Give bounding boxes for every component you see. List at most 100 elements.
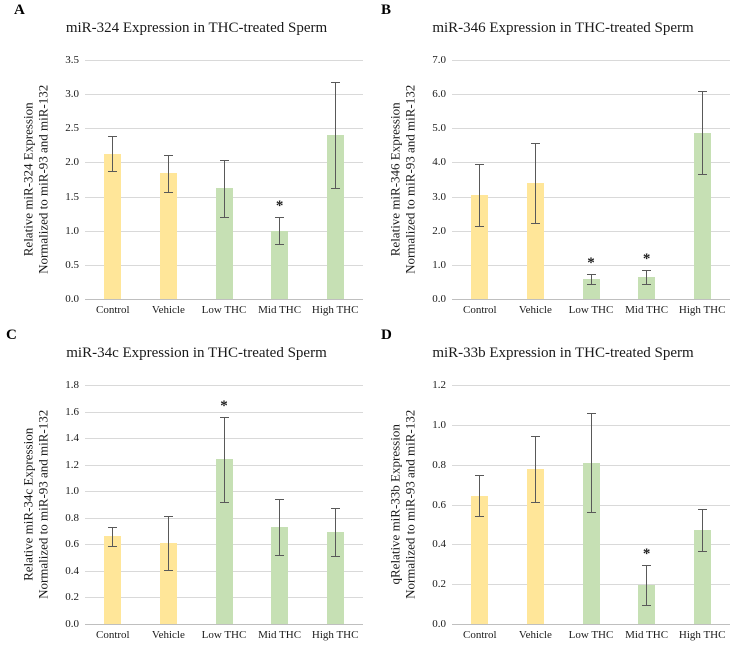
significance-asterisk: * [220, 397, 228, 414]
gridline [452, 60, 730, 61]
x-category-label: Mid THC [625, 629, 669, 641]
y-tick-label: 0.2 [65, 591, 79, 604]
bar [215, 459, 233, 624]
x-category-label: Control [462, 304, 497, 316]
plot-area-a: 0.0 0.5 1.0 1.5 2.0 2.5 3.0 3.5 Control Vehicle Lo… [65, 54, 363, 316]
y-tick-label: 1.2 [65, 458, 79, 471]
error-bar-cap-top [330, 81, 340, 83]
error-bar-cap-bottom [475, 516, 485, 518]
x-category-label: High THC [678, 629, 726, 641]
plot-area-b: 0.0 1.0 2.0 3.0 4.0 5.0 6.0 7.0 Control Vehicle * L… [432, 54, 730, 316]
error-bar-cap-bottom [586, 512, 596, 514]
error-bar-cap-top [163, 516, 173, 518]
y-tick-label: 6.0 [432, 88, 446, 101]
error-bar-cap-bottom [330, 188, 340, 190]
x-category-label: Low THC [201, 304, 247, 316]
x-category-label: Low THC [568, 304, 614, 316]
x-category-label: Mid THC [625, 304, 669, 316]
error-bar-cap-top [586, 274, 596, 276]
error-bar-line [646, 269, 648, 285]
significance-asterisk: * [587, 255, 595, 272]
y-axis-label-line2: Normalized to miR-93 and miR-132 [403, 84, 419, 275]
y-tick-label: 0.2 [432, 578, 446, 591]
plot-area-c: 0.0 0.2 0.4 0.6 0.8 1.0 1.2 1.4 1.6 1.8 Control Veh… [65, 379, 363, 641]
error-bar-line [701, 91, 703, 175]
gridline [85, 128, 363, 130]
error-bar-cap-bottom [330, 556, 340, 558]
error-bar-line [279, 217, 281, 245]
error-bar-cap-top [586, 412, 596, 414]
error-bar-cap-bottom [530, 222, 540, 224]
error-bar-cap-top [530, 435, 540, 437]
significance-asterisk: * [275, 198, 284, 215]
error-bar-cap-bottom [475, 225, 485, 227]
chart-panel-c: C miR-34c Expression in THC-treated Sper… [0, 325, 367, 649]
gridline [452, 94, 730, 96]
y-tick-label: 2.0 [65, 156, 79, 169]
error-bar-cap-bottom [108, 545, 118, 547]
gridline [452, 385, 730, 386]
error-bar-cap-top [642, 269, 652, 271]
bar [271, 527, 289, 624]
x-category-label: Low THC [568, 629, 614, 641]
gridline [85, 94, 363, 96]
plot-area-d: 0.0 0.2 0.4 0.6 0.8 1.0 1.2 Control Vehicle Low T… [432, 379, 730, 641]
error-bar-cap-top [530, 142, 540, 144]
error-bar-line [334, 508, 336, 557]
panel-letter-c: C [6, 327, 17, 343]
y-axis-label-line1: qRelative miR-33b Expression [387, 424, 403, 585]
chart-panel-a: A miR-324 Expression in THC-treated Sper… [0, 0, 367, 325]
gridline [85, 385, 363, 386]
y-tick-label: 0.0 [65, 618, 79, 630]
y-tick-label: 0.8 [432, 458, 446, 471]
y-tick-label: 1.4 [65, 432, 79, 445]
bar [104, 153, 122, 299]
error-bar-line [590, 412, 592, 513]
error-bar-cap-bottom [642, 284, 652, 286]
bar [326, 532, 344, 624]
y-tick-label: 1.6 [65, 405, 79, 418]
panel-letter-a: A [14, 2, 25, 18]
gridline [452, 128, 730, 130]
x-category-label: High THC [311, 304, 359, 316]
error-bar-cap-top [108, 527, 118, 529]
gridline [452, 264, 730, 266]
x-category-label: Control [95, 629, 130, 641]
bar [693, 530, 711, 624]
error-bar-cap-top [697, 91, 707, 93]
error-bar-cap-bottom [219, 501, 229, 503]
gridline [452, 162, 730, 164]
error-bar-cap-bottom [642, 605, 652, 607]
panel-letter-b: B [381, 2, 392, 18]
bar [104, 536, 122, 624]
error-bar-line [534, 142, 536, 223]
error-bar-line [646, 565, 648, 606]
error-bar-line [223, 416, 225, 502]
y-tick-label: 0.0 [65, 293, 79, 305]
y-axis-label-wrap: Relative miR-34c Expression Normalized t… [14, 385, 58, 624]
error-bar-cap-bottom [163, 191, 173, 193]
error-bar-cap-bottom [275, 554, 285, 556]
bar [159, 173, 177, 299]
y-tick-label: 2.5 [65, 122, 79, 135]
x-category-label: Control [95, 304, 130, 316]
y-tick-label: 1.5 [65, 190, 79, 203]
bar [326, 135, 344, 299]
gridline [85, 411, 363, 413]
y-tick-label: 4.0 [432, 156, 446, 169]
y-tick-label: 1.2 [432, 379, 446, 391]
error-bar-line [167, 516, 169, 570]
gridline [452, 230, 730, 232]
significance-asterisk: * [642, 546, 651, 563]
error-bar-cap-bottom [219, 217, 229, 219]
gridline [85, 60, 363, 61]
x-axis-line [85, 299, 363, 300]
y-axis-label-b: Relative miR-346 Expression Normalized t… [388, 85, 419, 274]
bar [638, 277, 656, 299]
bar [471, 495, 489, 624]
bar [159, 543, 177, 624]
y-tick-label: 0.4 [65, 564, 79, 577]
error-bar-cap-bottom [163, 569, 173, 571]
panel-letter-d: D [381, 327, 392, 343]
y-tick-label: 3.5 [65, 54, 79, 66]
